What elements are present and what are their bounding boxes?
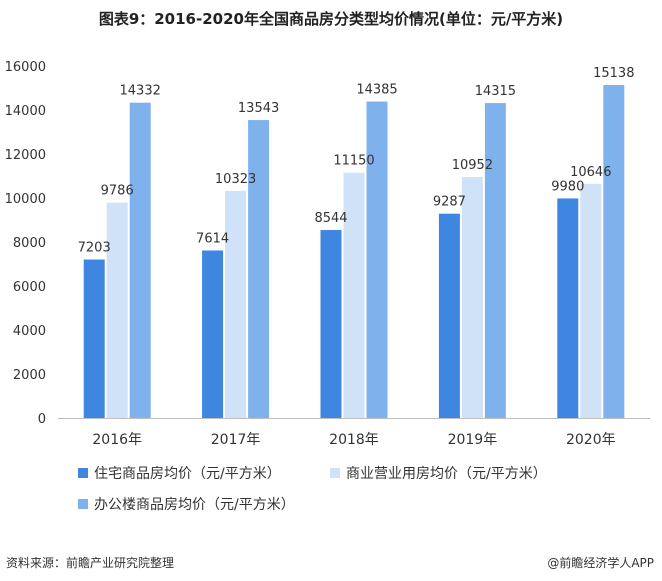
data-label: 13543 [238, 101, 279, 116]
x-tick-label: 2016年 [92, 432, 142, 448]
bar [129, 102, 151, 419]
x-tick-label: 2020年 [566, 432, 616, 448]
y-tick-label: 12000 [5, 148, 46, 163]
data-label: 14315 [475, 84, 516, 99]
bars [83, 84, 625, 419]
y-tick-label: 4000 [13, 324, 46, 339]
bar [320, 230, 342, 418]
data-label: 8544 [314, 211, 347, 226]
legend-swatch [78, 468, 88, 478]
y-tick-label: 0 [38, 412, 46, 427]
x-tick-label: 2019年 [448, 432, 498, 448]
legend-swatch [78, 499, 88, 509]
bar [580, 183, 602, 418]
bar [438, 213, 460, 418]
data-label: 14332 [120, 84, 161, 99]
x-tick-label: 2017年 [211, 432, 261, 448]
y-tick-label: 2000 [13, 368, 46, 383]
data-label: 10646 [570, 165, 611, 180]
data-label: 9786 [101, 184, 134, 199]
bar [484, 103, 506, 418]
bar [603, 84, 625, 419]
data-labels: 7203 9786 14332 7614 10323 13543 8544 11150 1438… [78, 66, 635, 256]
bar [202, 250, 224, 418]
legend-label: 商业营业用房均价（元/平方米） [346, 466, 547, 482]
y-tick-label: 6000 [13, 280, 46, 295]
y-tick-label: 16000 [5, 60, 46, 75]
bar [557, 198, 579, 418]
source-note: 资料来源：前瞻产业研究院整理 [6, 556, 175, 570]
data-label: 7614 [196, 231, 229, 246]
bar [83, 259, 105, 418]
legend-label: 住宅商品房均价（元/平方米） [94, 466, 281, 482]
data-label: 10952 [452, 158, 493, 173]
data-label: 10323 [215, 172, 256, 187]
bar [225, 190, 247, 418]
y-tick-label: 10000 [5, 192, 46, 207]
data-label: 11150 [333, 154, 374, 169]
bar [343, 172, 365, 418]
bar [366, 101, 388, 418]
chart-title: 图表9：2016-2020年全国商品房分类型均价情况(单位：元/平方米) [98, 10, 564, 28]
bar [106, 202, 128, 418]
legend-swatch [330, 468, 340, 478]
brand-note: @前瞻经济学人APP [547, 556, 654, 570]
y-tick-label: 14000 [5, 104, 46, 119]
bar [248, 120, 270, 418]
data-label: 15138 [593, 66, 634, 81]
data-label: 7203 [78, 241, 111, 256]
y-axis: 0 2000 4000 6000 8000 10000 12000 14000 16000 [5, 60, 46, 427]
x-axis: 2016年 2017年 2018年 2019年 2020年 [58, 418, 650, 448]
y-tick-label: 8000 [13, 236, 46, 251]
data-label: 14385 [356, 83, 397, 98]
legend-label: 办公楼商品房均价（元/平方米） [94, 497, 295, 513]
data-label: 9980 [551, 179, 584, 194]
data-label: 9287 [433, 195, 466, 210]
x-tick-label: 2018年 [329, 432, 379, 448]
bar [461, 177, 483, 418]
legend: 住宅商品房均价（元/平方米） 商业营业用房均价（元/平方米） 办公楼商品房均价（元/… [78, 466, 547, 513]
